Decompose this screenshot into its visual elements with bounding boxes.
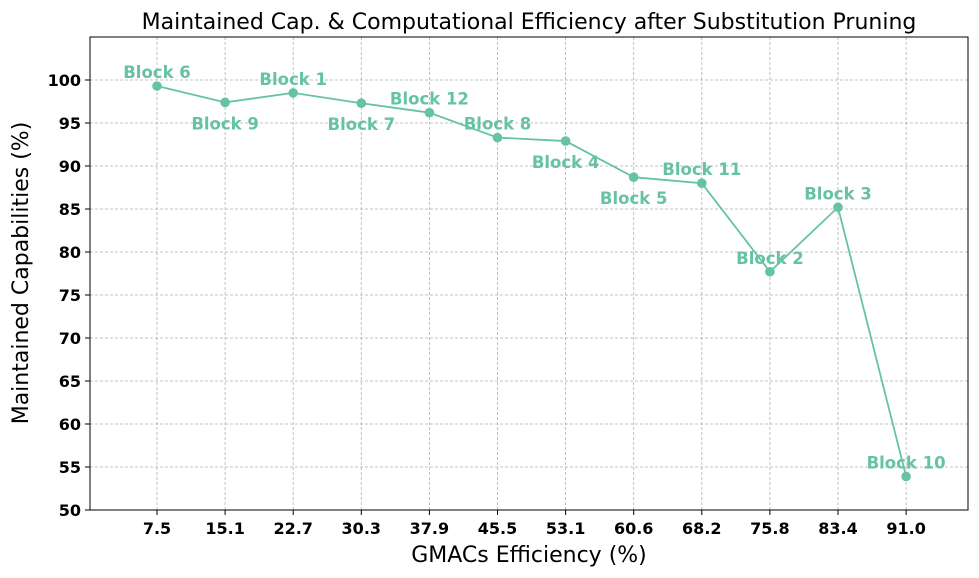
x-axis-ticks: 7.5 15.1 22.7 30.3 37.9 45.5 53.1 60.6 68.2 75.8 8… bbox=[143, 510, 926, 538]
x-tick-label: 7.5 bbox=[143, 519, 171, 538]
y-tick-label: 85 bbox=[59, 200, 81, 219]
y-axis-ticks: 50 55 60 65 70 75 80 85 90 95 100 bbox=[48, 71, 90, 520]
data-point bbox=[288, 88, 299, 98]
data-label: Block 9 bbox=[191, 114, 259, 133]
data-label: Block 2 bbox=[736, 249, 804, 268]
y-tick-label: 80 bbox=[59, 243, 81, 262]
x-tick-label: 45.5 bbox=[478, 519, 517, 538]
x-tick-label: 75.8 bbox=[750, 519, 789, 538]
x-tick-label: 37.9 bbox=[410, 519, 449, 538]
x-tick-label: 83.4 bbox=[818, 519, 857, 538]
y-tick-label: 90 bbox=[59, 157, 81, 176]
data-point bbox=[152, 81, 162, 91]
y-tick-label: 70 bbox=[59, 329, 81, 348]
data-label: Block 3 bbox=[804, 184, 872, 203]
plot-frame bbox=[89, 36, 969, 511]
x-tick-label: 30.3 bbox=[342, 519, 381, 538]
data-point bbox=[356, 98, 367, 109]
data-point bbox=[697, 178, 707, 188]
y-axis-label: Maintained Capabilities (%) bbox=[9, 122, 34, 425]
grid bbox=[90, 37, 968, 511]
series-polyline bbox=[156, 85, 907, 477]
data-point bbox=[220, 97, 230, 108]
data-point bbox=[901, 471, 911, 482]
data-point bbox=[492, 132, 503, 143]
data-label: Block 8 bbox=[464, 115, 532, 134]
data-label: Block 11 bbox=[662, 160, 741, 179]
y-tick-label: 55 bbox=[59, 458, 81, 477]
data-point bbox=[560, 136, 571, 146]
y-tick-label: 75 bbox=[59, 286, 81, 305]
y-tick-label: 95 bbox=[59, 114, 81, 133]
x-tick-label: 15.1 bbox=[205, 519, 244, 538]
x-tick-label: 60.6 bbox=[614, 519, 653, 538]
data-label: Block 7 bbox=[328, 115, 396, 134]
x-tick-label: 91.0 bbox=[886, 519, 925, 538]
data-points bbox=[152, 81, 911, 482]
x-tick-label: 53.1 bbox=[546, 519, 585, 538]
x-tick-label: 22.7 bbox=[273, 519, 312, 538]
data-point bbox=[424, 107, 435, 118]
data-label: Block 5 bbox=[600, 189, 668, 208]
data-point bbox=[765, 266, 775, 277]
y-tick-label: 60 bbox=[59, 415, 81, 434]
x-axis-label: GMACs Efficiency (%) bbox=[411, 543, 647, 568]
point-labels: Block 6 Block 9 Block 1 Block 7 Block 12 Bloc… bbox=[123, 63, 945, 472]
y-tick-label: 65 bbox=[59, 372, 81, 391]
data-label: Block 4 bbox=[532, 153, 600, 172]
data-point bbox=[833, 202, 843, 213]
data-label: Block 12 bbox=[390, 90, 469, 109]
series-line bbox=[156, 85, 907, 477]
y-tick-label: 100 bbox=[48, 71, 81, 90]
x-tick-label: 68.2 bbox=[682, 519, 721, 538]
y-tick-label: 50 bbox=[59, 501, 81, 520]
data-label: Block 1 bbox=[259, 70, 327, 89]
data-label: Block 10 bbox=[867, 453, 946, 472]
chart-title: Maintained Cap. & Computational Efficien… bbox=[142, 10, 917, 35]
data-point bbox=[628, 172, 639, 182]
data-label: Block 6 bbox=[123, 63, 191, 82]
